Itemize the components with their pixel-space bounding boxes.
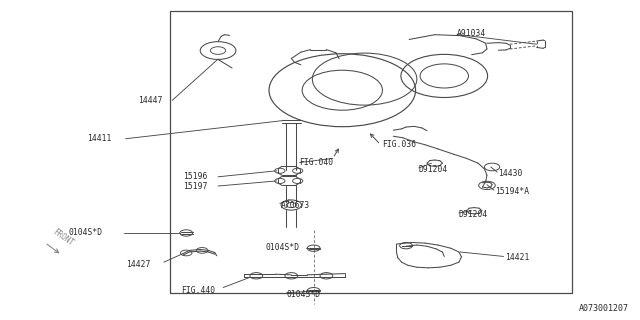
Text: 14421: 14421 xyxy=(505,253,529,262)
Text: 14427: 14427 xyxy=(125,260,150,268)
Text: 15196: 15196 xyxy=(183,172,207,181)
Text: 15197: 15197 xyxy=(183,181,207,190)
Text: FIG.040: FIG.040 xyxy=(300,158,333,167)
Text: 15194*A: 15194*A xyxy=(495,187,529,196)
Text: 14430: 14430 xyxy=(499,169,523,178)
Text: 0104S*D: 0104S*D xyxy=(68,228,102,237)
Text: FIG.036: FIG.036 xyxy=(382,140,416,149)
Text: 0104S*D: 0104S*D xyxy=(287,290,321,299)
Text: D91204: D91204 xyxy=(459,210,488,219)
Text: A70673: A70673 xyxy=(280,201,310,210)
Text: FIG.440: FIG.440 xyxy=(181,285,215,295)
Text: D91204: D91204 xyxy=(419,165,448,174)
Text: A073001207: A073001207 xyxy=(579,304,629,313)
Text: FRONT: FRONT xyxy=(51,228,75,248)
Bar xyxy=(170,11,572,293)
Text: 14411: 14411 xyxy=(88,134,112,143)
Text: 14447: 14447 xyxy=(138,96,163,105)
Text: A91034: A91034 xyxy=(457,28,486,38)
Text: 0104S*D: 0104S*D xyxy=(266,243,300,252)
